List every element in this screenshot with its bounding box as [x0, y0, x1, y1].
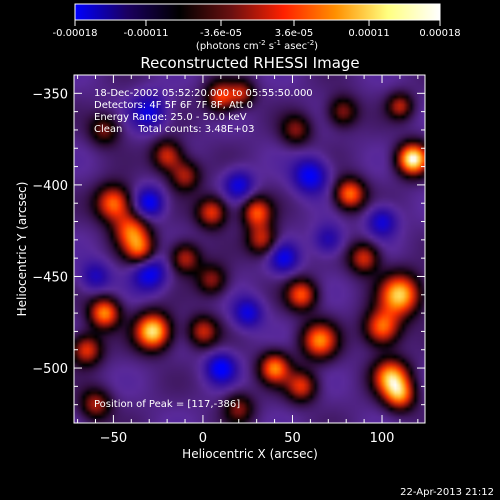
x-tick-label: 0: [199, 431, 207, 446]
y-axis-label: Heliocentric Y (arcsec): [15, 182, 29, 317]
colorbar-tick-label: -0.00011: [123, 28, 168, 39]
annotation-time-range: 18-Dec-2002 05:52:20.000 to 05:55:50.000: [94, 88, 313, 99]
x-axis: −50 0 50 100: [77, 75, 419, 446]
colorbar-unit-label: (photons cm-2 s-1 asec-2): [196, 39, 318, 52]
plot-frame: [73, 74, 426, 424]
annotation-block: 18-Dec-2002 05:52:20.000 to 05:55:50.000…: [94, 88, 313, 410]
colorbar-tick-label: 0.00011: [348, 28, 389, 39]
chart-title: Reconstructed RHESSI Image: [140, 54, 359, 72]
y-tick-label: −450: [32, 270, 68, 285]
annotation-detectors: Detectors: 4F 5F 6F 7F 8F, Att 0: [94, 100, 253, 111]
y-tick-label: −350: [32, 87, 68, 102]
colorbar-gradient: [75, 4, 440, 20]
annotation-energy-range: Energy Range: 25.0 - 50.0 keV: [94, 112, 247, 123]
x-axis-label: Heliocentric X (arcsec): [182, 447, 318, 461]
footer-timestamp: 22-Apr-2013 21:12: [400, 487, 494, 498]
colorbar-tick-label: -0.00018: [53, 28, 98, 39]
colorbar: -0.00018 -0.00011 -3.6e-05 3.6e-05 0.00011 0.…: [53, 3, 461, 52]
heatmap-image: [74, 75, 425, 423]
colorbar-tick-label: -3.6e-05: [200, 28, 242, 39]
colorbar-ticks: -0.00018 -0.00011 -3.6e-05 3.6e-05 0.00011 0.…: [53, 20, 461, 39]
x-tick-label: −50: [100, 431, 127, 446]
y-tick-label: −500: [32, 362, 68, 377]
y-tick-label: −400: [32, 179, 68, 194]
colorbar-tick-label: 3.6e-05: [275, 28, 313, 39]
y-axis: −350 −400 −450 −500: [32, 74, 425, 424]
annotation-peak-position: Position of Peak = [117,-386]: [94, 399, 240, 410]
x-tick-label: 100: [370, 431, 395, 446]
colorbar-tick-label: 0.00018: [419, 28, 460, 39]
annotation-clean-counts: Clean Total counts: 3.48E+03: [94, 124, 254, 135]
colorbar-border: [74, 3, 441, 21]
x-tick-label: 50: [284, 431, 301, 446]
